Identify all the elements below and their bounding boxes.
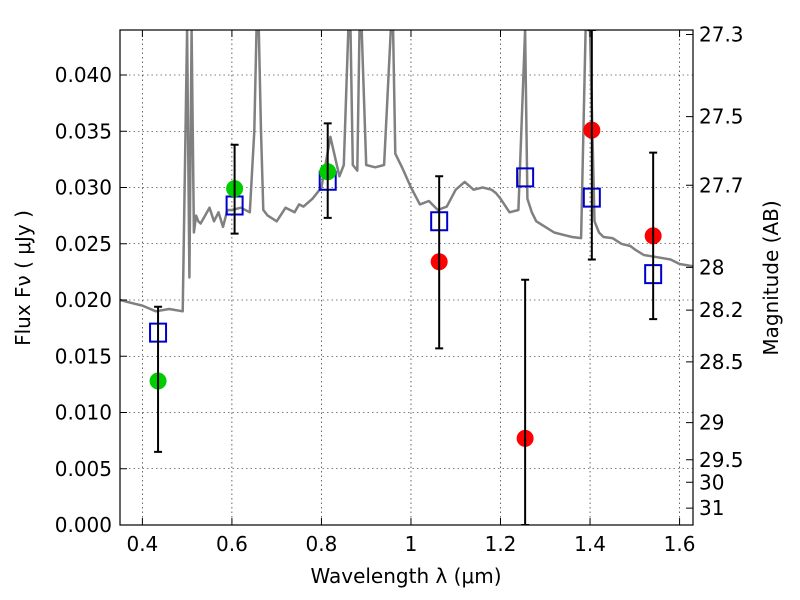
right-tick-label: 30 (699, 470, 724, 494)
right-tick-label: 28.5 (699, 350, 744, 374)
right-tick-label: 28.2 (699, 298, 744, 322)
spectrum-line (120, 30, 693, 313)
x-axis-title: Wavelength λ (μm) (310, 564, 501, 588)
y-axis-right-title: Magnitude (AB) (759, 200, 783, 355)
y-axis-title: Flux Fν ( μJy ) (11, 210, 35, 346)
y-tick-label: 0.025 (55, 232, 112, 256)
x-tick-label: 0.6 (216, 532, 248, 556)
y-axis-left: 0.000 0.005 0.010 0.015 0.020 0.025 0.030 0.035… (55, 63, 127, 537)
right-tick-label: 31 (699, 496, 724, 520)
y-tick-label: 0.000 (55, 513, 112, 537)
y-tick-label: 0.015 (55, 344, 112, 368)
x-tick-label: 1.4 (574, 532, 606, 556)
right-tick-label: 27.5 (699, 105, 744, 129)
y-tick-label: 0.020 (55, 288, 112, 312)
y-tick-label: 0.005 (55, 457, 112, 481)
model-square-point (516, 167, 535, 188)
right-tick-label: 28 (699, 255, 724, 279)
right-tick-label: 29 (699, 411, 724, 435)
x-tick-label: 0.8 (306, 532, 338, 556)
right-tick-label: 27.7 (699, 173, 744, 197)
x-axis: 0.4 0.6 0.8 1 1.2 1.4 1.6 (126, 30, 695, 556)
x-tick-label: 1.6 (664, 532, 696, 556)
y-tick-label: 0.030 (55, 176, 112, 200)
y-tick-label: 0.040 (55, 63, 112, 87)
plot-frame (119, 29, 694, 526)
x-tick-label: 1 (405, 532, 418, 556)
grid (120, 30, 693, 526)
y-tick-label: 0.035 (55, 119, 112, 143)
x-tick-label: 0.4 (126, 532, 158, 556)
right-tick-label: 29.5 (699, 448, 744, 472)
x-tick-label: 1.2 (485, 532, 517, 556)
y-tick-label: 0.010 (55, 401, 112, 425)
right-tick-label: 27.3 (699, 23, 744, 47)
data-layer (120, 30, 693, 525)
